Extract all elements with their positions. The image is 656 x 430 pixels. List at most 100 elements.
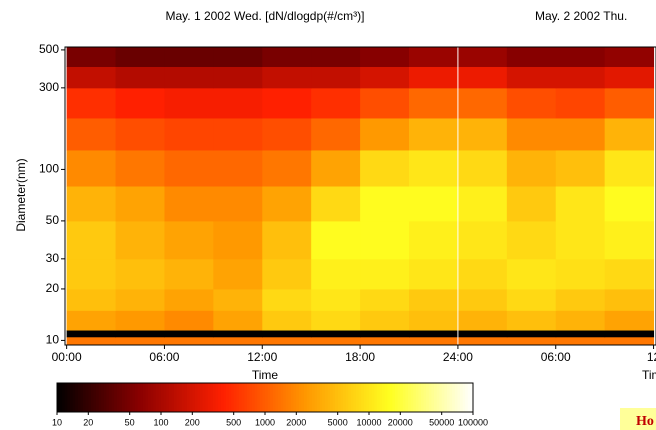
colorbar-segment	[207, 383, 211, 412]
heatmap-cell	[66, 336, 117, 346]
heatmap-cell	[115, 47, 165, 67]
heatmap-cell	[66, 87, 117, 119]
x-axis-label: Time	[252, 368, 279, 382]
x-tick-label: 06:00	[149, 350, 179, 364]
heatmap-cell	[506, 336, 557, 346]
colorbar-segment	[283, 383, 287, 412]
x-tick-label: 06:00	[541, 350, 571, 364]
colorbar-segment	[67, 383, 71, 412]
heatmap-cell	[66, 66, 117, 89]
colorbar-segment	[83, 383, 87, 412]
colorbar-segment	[142, 383, 146, 412]
heatmap-cell	[262, 310, 312, 331]
heatmap-cell	[360, 87, 410, 119]
heatmap-cell	[409, 258, 459, 290]
colorbar-segment	[246, 383, 250, 412]
y-tick-label: 100	[39, 162, 59, 176]
heatmap-cell	[115, 87, 165, 119]
heatmap-cell	[164, 336, 214, 346]
colorbar-segment	[278, 383, 282, 412]
colorbar-segment	[210, 383, 214, 412]
colorbar-segment	[285, 383, 289, 412]
colorbar-segment	[140, 383, 144, 412]
heatmap-cell	[506, 185, 557, 222]
heatmap-cell	[604, 47, 655, 67]
colorbar-segment	[454, 383, 458, 412]
heatmap-cell	[164, 149, 214, 187]
heatmap-cell	[457, 258, 508, 290]
heatmap-cell	[506, 149, 557, 187]
heatmap-cell	[555, 330, 606, 338]
colorbar-segment	[215, 383, 219, 412]
heatmap-cell	[262, 336, 312, 346]
colorbar-segment	[387, 383, 391, 412]
heatmap-cell	[409, 66, 459, 89]
colorbar-segment	[114, 383, 118, 412]
heatmap-cell	[164, 185, 214, 222]
colorbar-segment	[122, 383, 126, 412]
chart-title: May. 1 2002 Wed. [dN/dlogdp(#/cm³)]	[166, 9, 365, 23]
colorbar-segment	[402, 383, 406, 412]
colorbar-segment	[220, 383, 224, 412]
heatmap-cell	[506, 87, 557, 119]
colorbar-segment	[254, 383, 258, 412]
colorbar-segment	[85, 383, 89, 412]
heatmap-cell	[262, 330, 312, 338]
heatmap-cell	[409, 336, 459, 346]
heatmap-cell	[604, 149, 655, 187]
heatmap-cell	[409, 87, 459, 119]
colorbar-segment	[382, 383, 386, 412]
colorbar-tick-label: 5000	[328, 417, 348, 427]
colorbar-segment	[233, 383, 237, 412]
heatmap-cell	[66, 117, 117, 151]
heatmap-cell	[213, 220, 263, 260]
colorbar-segment	[431, 383, 435, 412]
colorbar-segment	[150, 383, 154, 412]
colorbar-segment	[64, 383, 68, 412]
colorbar-segment	[116, 383, 120, 412]
heatmap-cell	[604, 185, 655, 222]
heatmap-cell	[506, 66, 557, 89]
colorbar-segment	[293, 383, 297, 412]
heatmap-cell	[457, 336, 508, 346]
heatmap-cell	[457, 66, 508, 89]
heatmap-cell	[66, 185, 117, 222]
colorbar-segment	[179, 383, 183, 412]
heatmap-cell	[506, 117, 557, 151]
colorbar-segment	[272, 383, 276, 412]
heatmap-cell	[409, 310, 459, 331]
colorbar-segment	[127, 383, 131, 412]
colorbar-segment	[439, 383, 443, 412]
heatmap-cell	[360, 258, 410, 290]
heatmap-cell	[164, 310, 214, 331]
colorbar-segment	[129, 383, 133, 412]
heatmap-cell	[262, 117, 312, 151]
heatmap-cell	[409, 288, 459, 311]
colorbar-segment	[356, 383, 360, 412]
heatmap-cell	[555, 66, 606, 89]
colorbar-segment	[153, 383, 157, 412]
heatmap-cell	[262, 87, 312, 119]
heatmap-cell	[311, 47, 361, 67]
colorbar-segment	[244, 383, 248, 412]
heatmap-cell	[555, 220, 606, 260]
heatmap-cell	[506, 310, 557, 331]
colorbar-segment	[132, 383, 136, 412]
heatmap-cell	[262, 258, 312, 290]
colorbar-segment	[228, 383, 232, 412]
heatmap-cell	[555, 47, 606, 67]
heatmap-cell	[409, 220, 459, 260]
heatmap-cell	[115, 149, 165, 187]
colorbar-segment	[304, 383, 308, 412]
colorbar-segment	[161, 383, 165, 412]
colorbar-segment	[309, 383, 313, 412]
heatmap-cell	[311, 288, 361, 311]
heatmap-cell	[457, 185, 508, 222]
colorbar-segment	[348, 383, 352, 412]
colorbar-segment	[70, 383, 74, 412]
heatmap-cell	[555, 185, 606, 222]
colorbar-segment	[270, 383, 274, 412]
heatmap-cell	[360, 336, 410, 346]
colorbar-tick-label: 100000	[458, 417, 488, 427]
colorbar-segment	[75, 383, 79, 412]
